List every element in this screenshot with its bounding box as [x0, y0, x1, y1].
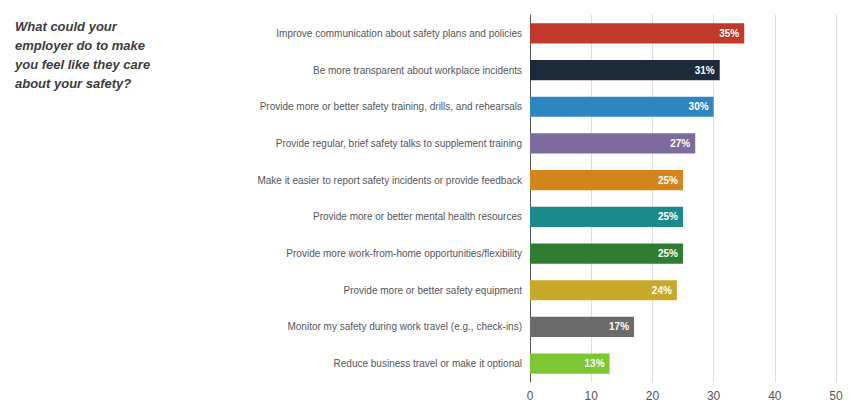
svg-text:Provide more or better safety: Provide more or better safety equipment — [344, 285, 523, 296]
svg-text:you feel like they care: you feel like they care — [14, 57, 150, 72]
svg-text:Monitor my safety during work: Monitor my safety during work travel (e.… — [287, 321, 522, 332]
svg-text:Provide more or better mental: Provide more or better mental health res… — [313, 211, 522, 222]
svg-text:24%: 24% — [652, 285, 672, 296]
svg-text:30: 30 — [707, 389, 721, 403]
svg-text:25%: 25% — [658, 175, 678, 186]
svg-text:50: 50 — [829, 389, 843, 403]
svg-text:10: 10 — [585, 389, 599, 403]
svg-text:Be more transparent about work: Be more transparent about workplace inci… — [313, 65, 522, 76]
svg-text:17%: 17% — [609, 321, 629, 332]
svg-text:25%: 25% — [658, 211, 678, 222]
svg-text:40: 40 — [768, 389, 782, 403]
svg-text:Provide more or better safety: Provide more or better safety training, … — [260, 101, 522, 112]
svg-text:30%: 30% — [689, 101, 709, 112]
svg-text:13%: 13% — [585, 358, 605, 369]
svg-text:25%: 25% — [658, 248, 678, 259]
svg-text:Reduce business travel or make: Reduce business travel or make it option… — [334, 358, 522, 369]
svg-text:What could your: What could your — [15, 19, 118, 34]
svg-text:35%: 35% — [719, 28, 739, 39]
svg-text:Provide more work-from-home op: Provide more work-from-home opportunitie… — [286, 248, 522, 259]
svg-text:Provide regular, brief safety: Provide regular, brief safety talks to s… — [276, 138, 522, 149]
svg-text:Make it easier to report safet: Make it easier to report safety incident… — [257, 175, 523, 186]
svg-text:employer do to make: employer do to make — [15, 38, 145, 53]
svg-text:Improve communication about sa: Improve communication about safety plans… — [276, 28, 522, 39]
svg-text:0: 0 — [527, 389, 534, 403]
svg-text:31%: 31% — [695, 65, 715, 76]
svg-text:about your safety?: about your safety? — [15, 76, 131, 91]
svg-text:27%: 27% — [670, 138, 690, 149]
svg-text:20: 20 — [646, 389, 660, 403]
